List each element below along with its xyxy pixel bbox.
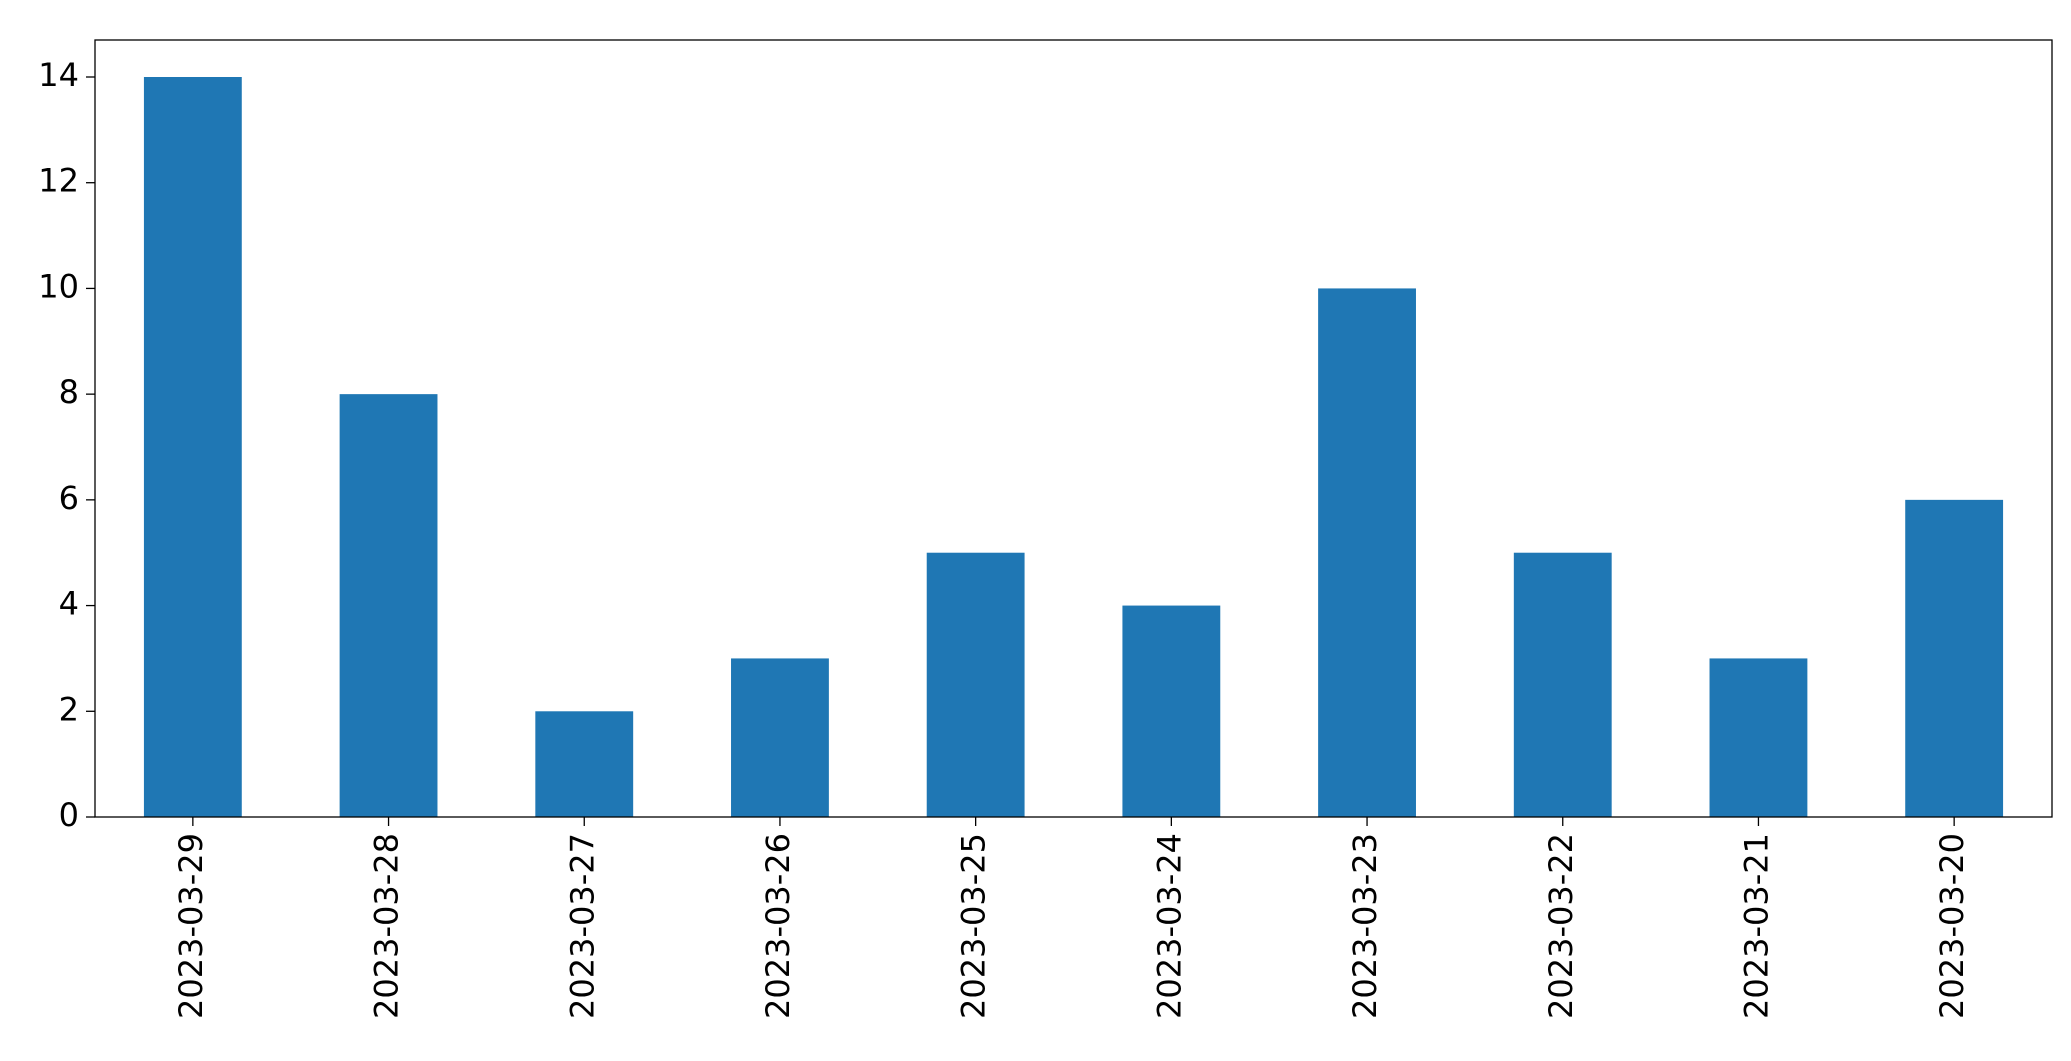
y-tick-label: 8 — [59, 373, 79, 411]
plot-frame — [94, 39, 2053, 818]
x-tick-label: 2023-03-25 — [955, 833, 993, 1019]
y-tick-label: 6 — [59, 479, 79, 517]
x-tick-label: 2023-03-22 — [1542, 833, 1580, 1019]
x-tick-label: 2023-03-28 — [368, 833, 406, 1019]
x-tick-label: 2023-03-26 — [759, 833, 797, 1019]
y-tick-label: 0 — [59, 796, 79, 834]
y-tick-label: 10 — [38, 267, 79, 305]
bar — [926, 552, 1025, 817]
bar — [535, 711, 634, 817]
bar — [1122, 605, 1221, 817]
bar — [143, 77, 242, 817]
bar — [1318, 288, 1416, 817]
y-tick-label: 2 — [59, 690, 79, 728]
bar — [1905, 499, 2004, 817]
bar — [1513, 552, 1612, 817]
y-tick-label: 4 — [59, 585, 79, 623]
x-tick-label: 2023-03-29 — [172, 833, 210, 1019]
x-tick-label: 2023-03-20 — [1933, 833, 1971, 1019]
y-tick-label: 14 — [38, 56, 79, 94]
bar — [1709, 658, 1808, 817]
x-tick-label: 2023-03-21 — [1737, 833, 1775, 1019]
x-tick-label: 2023-03-23 — [1346, 833, 1384, 1019]
x-tick-label: 2023-03-27 — [563, 833, 601, 1019]
x-tick-label: 2023-03-24 — [1150, 833, 1188, 1019]
bar — [339, 394, 438, 817]
bar — [731, 658, 829, 817]
y-tick-label: 12 — [38, 162, 79, 200]
